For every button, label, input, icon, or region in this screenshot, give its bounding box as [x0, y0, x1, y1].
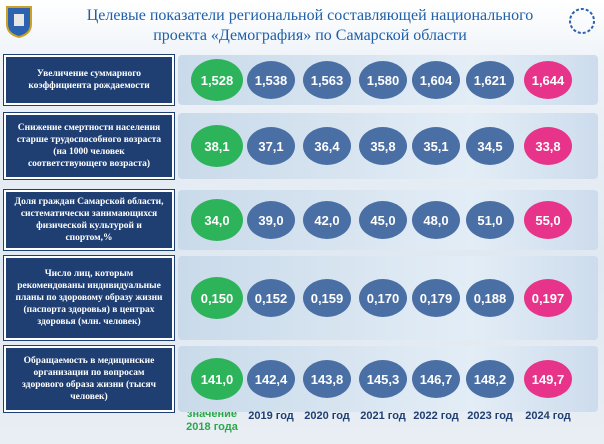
value-circle: 1,604 — [412, 61, 460, 99]
value-circle: 51,0 — [466, 201, 514, 239]
value-circle: 141,0 — [191, 358, 243, 400]
year-label: 2019 год — [248, 410, 294, 422]
year-label: 2022 год — [413, 410, 459, 422]
value-circle: 0,197 — [524, 279, 572, 317]
value-circle: 0,188 — [466, 279, 514, 317]
value-circle: 55,0 — [524, 201, 572, 239]
value-circle: 1,528 — [191, 59, 243, 101]
row-label: Доля граждан Самарской области, системат… — [4, 190, 174, 250]
row-label: Обращаемость в медицинские организации п… — [4, 346, 174, 412]
value-circle: 38,1 — [191, 125, 243, 167]
value-circle: 36,4 — [303, 127, 351, 165]
value-circle: 45,0 — [359, 201, 407, 239]
logo — [569, 8, 595, 34]
emblem — [6, 6, 32, 38]
value-circle: 145,3 — [359, 360, 407, 398]
value-circle: 33,8 — [524, 127, 572, 165]
year-label: 2024 год — [525, 410, 571, 422]
value-circle: 146,7 — [412, 360, 460, 398]
value-circle: 37,1 — [247, 127, 295, 165]
value-circle: 0,179 — [412, 279, 460, 317]
value-circle: 1,538 — [247, 61, 295, 99]
row-label: Увеличение суммарного коэффициента рожда… — [4, 55, 174, 105]
year-label: 2021 год — [360, 410, 406, 422]
value-circle: 148,2 — [466, 360, 514, 398]
value-circle: 1,563 — [303, 61, 351, 99]
title: Целевые показатели региональной составля… — [86, 7, 534, 44]
value-circle: 35,1 — [412, 127, 460, 165]
value-circle: 0,159 — [303, 279, 351, 317]
value-circle: 1,621 — [466, 61, 514, 99]
value-circle: 34,0 — [191, 199, 243, 241]
year-label: 2023 год — [467, 410, 513, 422]
value-circle: 0,150 — [191, 277, 243, 319]
row-label: Число лиц, которым рекомендованы индивид… — [4, 256, 174, 340]
row-label: Снижение смертности населения старше тру… — [4, 113, 174, 179]
value-circle: 0,152 — [247, 279, 295, 317]
value-circle: 42,0 — [303, 201, 351, 239]
value-circle: 39,0 — [247, 201, 295, 239]
value-circle: 142,4 — [247, 360, 295, 398]
value-circle: 143,8 — [303, 360, 351, 398]
value-circle: 149,7 — [524, 360, 572, 398]
value-circle: 1,644 — [524, 61, 572, 99]
value-circle: 34,5 — [466, 127, 514, 165]
value-circle: 0,170 — [359, 279, 407, 317]
value-circle: 1,580 — [359, 61, 407, 99]
value-circle: 48,0 — [412, 201, 460, 239]
year-label: 2020 год — [304, 410, 350, 422]
value-circle: 35,8 — [359, 127, 407, 165]
